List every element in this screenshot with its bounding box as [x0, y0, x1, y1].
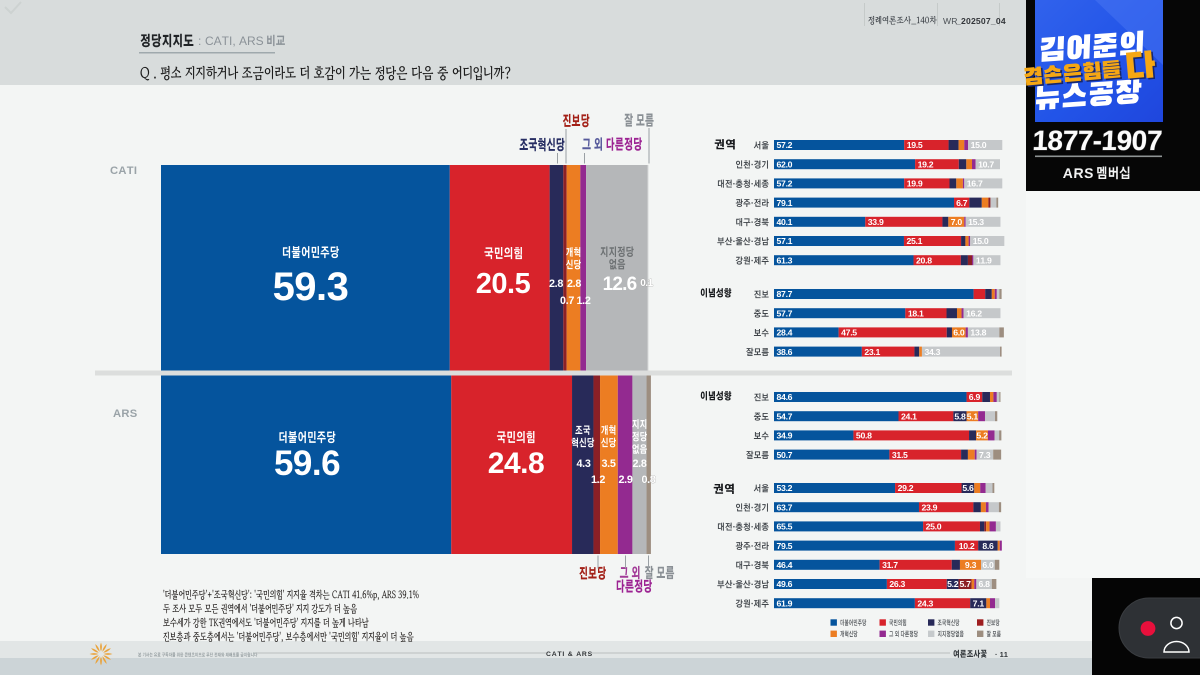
- svg-text:6.0: 6.0: [982, 560, 994, 570]
- svg-text:38.6: 38.6: [777, 347, 793, 357]
- svg-text::: :: [198, 34, 201, 48]
- svg-text:2.8: 2.8: [567, 278, 581, 290]
- svg-text:0.7: 0.7: [560, 295, 574, 307]
- svg-text:59.3: 59.3: [273, 265, 349, 309]
- svg-text:18.1: 18.1: [908, 308, 924, 318]
- svg-text:CATI: CATI: [110, 165, 137, 177]
- svg-text:3.5: 3.5: [601, 458, 615, 470]
- svg-text:· 11: · 11: [995, 650, 1008, 659]
- svg-text:87.7: 87.7: [777, 289, 793, 299]
- svg-text:49.6: 49.6: [777, 579, 793, 589]
- svg-text:31.5: 31.5: [892, 450, 908, 460]
- svg-text:23.1: 23.1: [864, 347, 880, 357]
- svg-text:CATI, ARS: CATI, ARS: [205, 34, 264, 48]
- svg-text:5.8: 5.8: [954, 411, 966, 421]
- svg-text:20.8: 20.8: [916, 255, 932, 265]
- svg-text:4.3: 4.3: [576, 458, 590, 470]
- svg-text:65.5: 65.5: [777, 522, 793, 532]
- svg-text:5.6: 5.6: [962, 483, 974, 493]
- svg-text:57.2: 57.2: [777, 179, 793, 189]
- svg-text:50.8: 50.8: [856, 431, 872, 441]
- svg-text:2.8: 2.8: [549, 278, 563, 290]
- svg-text:7.0: 7.0: [951, 217, 963, 227]
- svg-text:16.7: 16.7: [967, 179, 983, 189]
- svg-text:ARS: ARS: [113, 408, 138, 420]
- svg-text:40.1: 40.1: [777, 217, 793, 227]
- svg-text:7.1: 7.1: [973, 598, 985, 608]
- svg-text:6.0: 6.0: [953, 328, 965, 338]
- svg-text:_202507_04: _202507_04: [955, 16, 1006, 26]
- svg-text:10.7: 10.7: [978, 159, 994, 169]
- svg-text:5.2: 5.2: [976, 431, 988, 441]
- svg-text:2.8: 2.8: [632, 458, 646, 470]
- svg-text:9.3: 9.3: [965, 560, 977, 570]
- svg-text:25.0: 25.0: [926, 522, 942, 532]
- svg-text:15.0: 15.0: [971, 140, 987, 150]
- svg-text:26.3: 26.3: [889, 579, 905, 589]
- svg-text:61.9: 61.9: [777, 598, 793, 608]
- svg-text:33.9: 33.9: [868, 217, 884, 227]
- svg-text:23.9: 23.9: [921, 502, 937, 512]
- svg-text:31.7: 31.7: [882, 560, 898, 570]
- svg-text:54.7: 54.7: [777, 411, 793, 421]
- svg-text:11.9: 11.9: [976, 255, 992, 265]
- svg-text:1.2: 1.2: [576, 295, 590, 307]
- svg-text:19.2: 19.2: [918, 159, 934, 169]
- svg-text:50.7: 50.7: [777, 450, 793, 460]
- svg-text:34.3: 34.3: [924, 347, 940, 357]
- svg-text:46.4: 46.4: [777, 560, 793, 570]
- svg-text:24.8: 24.8: [488, 447, 544, 480]
- svg-text:20.5: 20.5: [476, 268, 531, 300]
- svg-text:5.2: 5.2: [947, 579, 959, 589]
- svg-text:25.1: 25.1: [906, 236, 922, 246]
- svg-text:12.6: 12.6: [603, 274, 637, 295]
- svg-text:7.3: 7.3: [979, 450, 991, 460]
- svg-text:19.5: 19.5: [907, 140, 923, 150]
- svg-text:62.0: 62.0: [777, 159, 793, 169]
- svg-text:13.8: 13.8: [970, 328, 986, 338]
- svg-text:34.9: 34.9: [777, 431, 793, 441]
- svg-text:28.4: 28.4: [777, 328, 793, 338]
- svg-text:79.5: 79.5: [777, 541, 793, 551]
- svg-text:2.9: 2.9: [618, 474, 632, 486]
- svg-text:47.5: 47.5: [841, 328, 857, 338]
- svg-text:57.2: 57.2: [777, 140, 793, 150]
- svg-text:WR: WR: [943, 16, 958, 26]
- svg-text:1877-1907: 1877-1907: [1032, 125, 1163, 156]
- svg-text:6.9: 6.9: [969, 392, 981, 402]
- svg-text:5.1: 5.1: [967, 411, 979, 421]
- svg-text:57.7: 57.7: [777, 308, 793, 318]
- svg-text:63.7: 63.7: [777, 502, 793, 512]
- svg-text:84.6: 84.6: [777, 392, 793, 402]
- svg-text:6.7: 6.7: [956, 198, 968, 208]
- svg-text:CATI & ARS: CATI & ARS: [546, 651, 593, 658]
- svg-text:16.2: 16.2: [966, 308, 982, 318]
- svg-text:6.8: 6.8: [978, 579, 990, 589]
- svg-text:15.0: 15.0: [973, 236, 989, 246]
- svg-text:61.3: 61.3: [777, 255, 793, 265]
- svg-text:24.3: 24.3: [917, 598, 933, 608]
- svg-text:19.9: 19.9: [907, 179, 923, 189]
- svg-text:0.1: 0.1: [640, 278, 653, 289]
- svg-text:53.2: 53.2: [777, 483, 793, 493]
- svg-text:10.2: 10.2: [959, 541, 975, 551]
- svg-text:0.8: 0.8: [641, 474, 655, 486]
- svg-text:ARS: ARS: [1063, 165, 1095, 181]
- svg-text:5.7: 5.7: [959, 579, 971, 589]
- svg-text:57.1: 57.1: [777, 236, 793, 246]
- svg-text:8.6: 8.6: [982, 541, 994, 551]
- svg-text:1.2: 1.2: [591, 474, 605, 486]
- svg-text:15.3: 15.3: [968, 217, 984, 227]
- svg-text:59.6: 59.6: [274, 444, 340, 483]
- svg-text:29.2: 29.2: [898, 483, 914, 493]
- svg-text:79.1: 79.1: [777, 198, 793, 208]
- svg-text:24.1: 24.1: [901, 411, 917, 421]
